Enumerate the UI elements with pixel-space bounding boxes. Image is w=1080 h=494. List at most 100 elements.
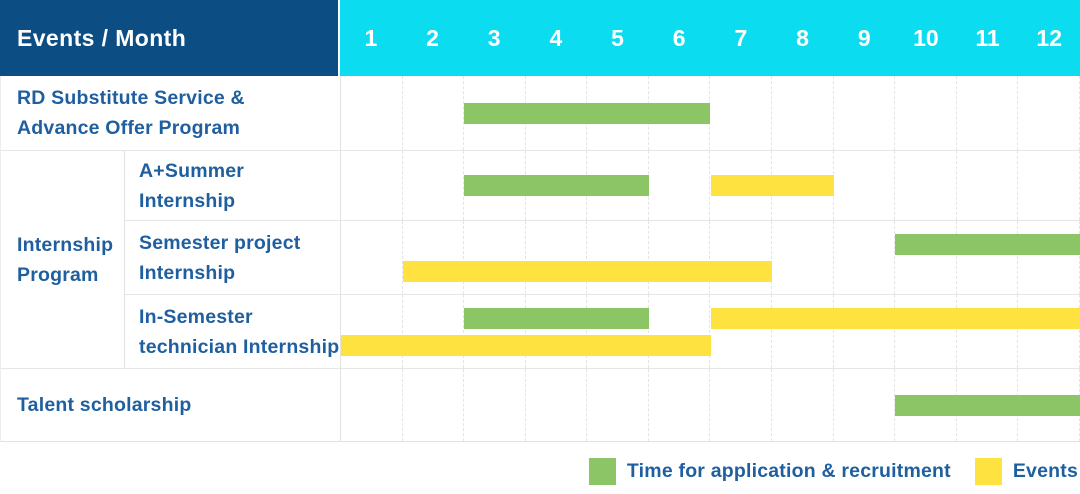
legend-item-event: Events: [974, 458, 1078, 485]
month-header-cell-10: 10: [913, 24, 939, 51]
row-label-line: Internship: [139, 261, 236, 284]
table-title: Events / Month: [17, 24, 187, 51]
month-gridline: [957, 221, 1019, 294]
month-gridline: [649, 151, 711, 220]
month-header-cell-12: 12: [1036, 24, 1063, 51]
row-label-line: RD Substitute Service &: [17, 87, 245, 109]
month-gridline: [772, 221, 834, 294]
month-gridline: [587, 369, 649, 441]
month-header-cell-5: 5: [611, 24, 624, 51]
month-gridline: [834, 76, 896, 150]
month-gridline: [1018, 221, 1080, 294]
row-label-line: Talent scholarship: [17, 394, 192, 416]
month-gridline: [710, 76, 773, 150]
month-gridline: [895, 151, 957, 220]
row-label-a-plus-summer-internship: A+Summer Internship: [125, 150, 341, 220]
row-label-line: A+Summer: [139, 159, 245, 182]
month-gridline: [464, 295, 526, 368]
schedule-grid: RD Substitute Service & Advance Offer Pr…: [0, 76, 1080, 442]
month-gridline: [403, 221, 465, 294]
chart-row-rd-substitute: [341, 76, 1080, 150]
month-gridline: [649, 221, 711, 294]
chart-row-a-plus-summer-internship: [341, 150, 1080, 220]
month-gridline: [526, 221, 588, 294]
month-gridline: [341, 221, 403, 294]
month-gridline: [710, 221, 773, 294]
legend-swatch-event: [974, 458, 1002, 485]
chart-row-talent-scholarship: [341, 368, 1080, 441]
legend-label: Events: [1012, 460, 1078, 482]
row-label-talent-scholarship: Talent scholarship: [1, 368, 341, 441]
month-header-cell-2: 2: [426, 24, 439, 51]
month-gridline: [1018, 295, 1080, 368]
month-gridline: [957, 295, 1019, 368]
row-label-line: Internship: [139, 189, 236, 212]
month-gridline: [526, 295, 588, 368]
month-gridline: [464, 221, 526, 294]
month-gridline: [403, 369, 465, 441]
month-gridline: [464, 369, 526, 441]
gantt-bar-application: [895, 234, 1080, 255]
gantt-bar-application: [464, 308, 649, 329]
month-gridline: [587, 295, 649, 368]
legend: Time for application & recruitment Events: [565, 458, 1078, 485]
group-label-line: Program: [17, 263, 99, 286]
month-gridline: [957, 151, 1019, 220]
month-gridline: [403, 76, 465, 150]
gantt-bar-event: [402, 261, 773, 282]
legend-label: Time for application & recruitment: [626, 460, 951, 482]
month-gridline: [403, 295, 465, 368]
month-header-cell-11: 11: [975, 24, 1000, 51]
month-gridline: [895, 295, 957, 368]
month-gridline: [710, 369, 773, 441]
gantt-bar-event: [710, 175, 834, 196]
month-gridline: [587, 221, 649, 294]
month-header-cell-9: 9: [857, 24, 871, 51]
month-gridline: [772, 295, 834, 368]
gantt-bar-application: [895, 394, 1080, 416]
row-label-semester-project-internship: Semester project Internship: [125, 220, 341, 294]
chart-row-in-semester-technician-internship: [341, 294, 1080, 368]
month-gridline: [1018, 151, 1080, 220]
month-gridline: [341, 76, 403, 150]
gantt-bar-event: [710, 308, 1080, 329]
month-gridline: [834, 151, 896, 220]
row-label-rd-substitute: RD Substitute Service & Advance Offer Pr…: [1, 76, 341, 150]
table-header-row: Events / Month 1 2 3 4 5 6 7 8 9 10 11 12: [0, 0, 1080, 76]
gantt-bar-event: [341, 335, 711, 356]
month-header-cell-4: 4: [549, 24, 563, 51]
gantt-bar-application: [464, 175, 649, 196]
month-gridline: [710, 295, 773, 368]
row-label-line: technician Internship: [139, 335, 340, 358]
month-header-row: 1 2 3 4 5 6 7 8 9 10 11 12: [340, 0, 1080, 76]
month-gridline: [1018, 76, 1080, 150]
row-label-line: Advance Offer Program: [17, 117, 241, 139]
month-gridline: [772, 76, 834, 150]
month-gridline: [895, 76, 957, 150]
legend-swatch-application: [588, 458, 616, 485]
month-header-cell-1: 1: [364, 24, 378, 51]
month-gridline: [957, 76, 1019, 150]
month-gridline: [403, 151, 465, 220]
row-label-line: Semester project: [139, 231, 301, 254]
month-gridline: [649, 369, 711, 441]
row-label-line: In-Semester: [139, 305, 253, 328]
table-header-corner: Events / Month: [0, 0, 340, 76]
group-label-line: Internship: [17, 233, 114, 256]
row-label-in-semester-technician-internship: In-Semester technician Internship: [125, 294, 341, 368]
month-gridline: [341, 369, 403, 441]
chart-row-semester-project-internship: [341, 220, 1080, 294]
month-header-cell-3: 3: [487, 24, 501, 51]
month-header-cell-7: 7: [734, 24, 748, 51]
month-gridline: [834, 295, 896, 368]
month-gridline: [834, 221, 896, 294]
month-header-cell-6: 6: [672, 24, 686, 51]
month-gridline: [895, 221, 957, 294]
month-gridline: [341, 295, 403, 368]
month-gridline: [341, 151, 403, 220]
legend-item-application: Time for application & recruitment: [588, 458, 951, 485]
month-header-cell-8: 8: [796, 24, 809, 51]
row-group-internship-program: Internship Program: [1, 150, 125, 368]
month-gridline: [834, 369, 896, 441]
